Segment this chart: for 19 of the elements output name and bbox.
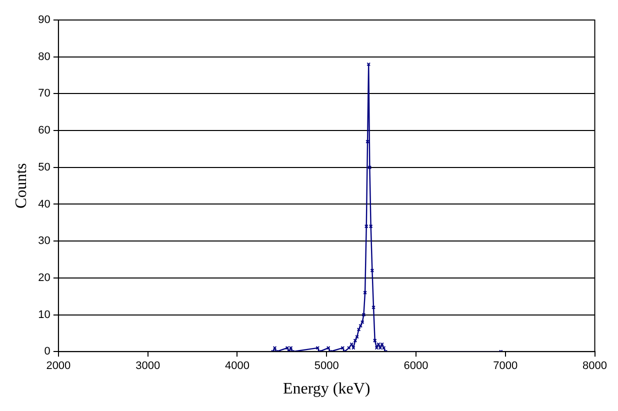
- x-axis-title: Energy (keV): [282, 380, 370, 398]
- y-tick-label: 40: [38, 198, 50, 210]
- y-tick-label: 10: [38, 308, 50, 321]
- x-tick-label: 4000: [224, 360, 250, 372]
- x-tick-label: 3000: [136, 360, 160, 372]
- y-tick-label: 20: [38, 272, 50, 284]
- y-tick-label: 30: [38, 235, 50, 248]
- x-tick-label: 6000: [404, 360, 428, 372]
- y-tick-label: 0: [44, 346, 50, 358]
- y-tick-label: 50: [38, 161, 50, 174]
- y-tick-label: 90: [38, 14, 50, 26]
- x-tick-label: 2000: [46, 360, 71, 372]
- y-tick-label: 60: [38, 124, 50, 137]
- x-tick-label: 5000: [314, 360, 339, 372]
- y-tick-label: 70: [38, 88, 50, 100]
- y-axis-title: Counts: [12, 163, 30, 208]
- x-tick-label: 7000: [493, 360, 518, 372]
- x-tick-label: 8000: [582, 360, 608, 372]
- y-tick-label: 80: [38, 50, 50, 63]
